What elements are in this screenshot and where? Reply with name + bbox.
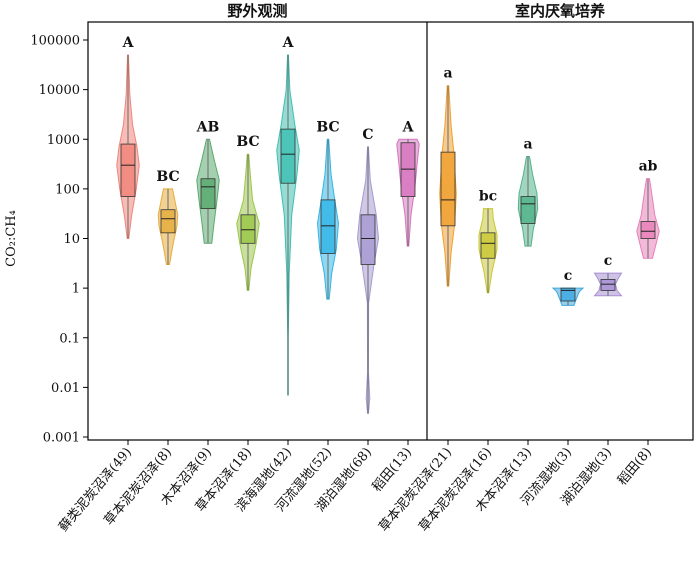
significance-letter: BC: [156, 169, 179, 185]
plot-frame: [87, 21, 694, 441]
significance-letter: c: [564, 268, 573, 284]
violin-group: [551, 287, 585, 306]
iqr-box: [280, 128, 296, 184]
iqr-box: [600, 278, 616, 291]
significance-letter: a: [523, 136, 532, 152]
significance-letter: A: [402, 119, 415, 135]
iqr-box: [560, 287, 576, 302]
iqr-box: [200, 178, 216, 210]
significance-letter: bc: [479, 189, 497, 205]
violin-group: [356, 146, 380, 414]
violin-group: [196, 138, 220, 244]
significance-letters: A BC AB BC A BC C Aa bc a c c ab: [122, 35, 658, 284]
x-category-label: 藓类泥炭沼泽(49): [56, 445, 135, 535]
y-tick-label: 100000: [30, 34, 80, 49]
significance-letter: A: [122, 35, 135, 51]
iqr-box: [120, 143, 136, 197]
iqr-box: [440, 151, 456, 227]
violin-group: [396, 138, 420, 247]
panel-titles: 野外观测 室内厌氧培养: [227, 2, 606, 20]
violin-group: [636, 178, 660, 259]
y-axis-title: CO₂:CH₄: [4, 210, 19, 267]
iqr-box: [400, 142, 416, 197]
y-tick-label: 10000: [39, 83, 80, 98]
violin-group: [316, 138, 340, 300]
iqr-box: [320, 199, 336, 254]
significance-letter: BC: [316, 119, 339, 135]
iqr-box: [480, 232, 496, 259]
panel-title: 室内厌氧培养: [515, 2, 606, 20]
violin-group: [276, 54, 300, 396]
y-axis-title-group: CO₂:CH₄: [4, 210, 19, 267]
violins: [116, 54, 660, 414]
iqr-box: [640, 221, 656, 239]
violin-group: [593, 272, 623, 297]
iqr-box: [520, 196, 536, 224]
y-tick-label: 100: [55, 182, 80, 197]
x-category-label: 稻田(8): [615, 445, 655, 489]
y-axis: 0.001 0.01 0.1 1 10 100 1000 10000 100000: [30, 34, 88, 446]
violin-group: [116, 54, 140, 239]
y-tick-label: 0.01: [51, 381, 80, 396]
significance-letter: c: [604, 253, 613, 269]
significance-letter: C: [362, 127, 373, 143]
y-tick-label: 10: [63, 232, 80, 247]
violin-group: [517, 155, 539, 247]
significance-letter: a: [443, 66, 452, 82]
violin-group: [478, 208, 498, 294]
x-category-label: 草本泥炭沼泽(21): [376, 445, 455, 535]
significance-letter: BC: [236, 134, 259, 150]
iqr-box: [360, 214, 376, 265]
significance-letter: A: [282, 35, 295, 51]
plot-border: [87, 21, 694, 441]
violin-group: [439, 85, 457, 287]
y-tick-label: 1: [72, 282, 80, 297]
significance-letter: AB: [196, 119, 220, 135]
x-category-label: 草本泥炭沼泽(16): [416, 445, 495, 535]
iqr-box: [160, 209, 176, 234]
violin-group: [157, 188, 179, 265]
x-axis: 藓类泥炭沼泽(49)草本泥炭沼泽(8)木本沼泽(9)草本沼泽(18)滨海湿地(4…: [56, 440, 655, 535]
significance-letter: ab: [639, 159, 658, 175]
iqr-box: [240, 214, 256, 244]
y-tick-label: 0.001: [43, 431, 80, 446]
panel-title: 野外观测: [227, 2, 287, 20]
y-tick-label: 1000: [47, 133, 80, 148]
y-tick-label: 0.1: [59, 331, 80, 346]
violin-group: [236, 153, 260, 291]
